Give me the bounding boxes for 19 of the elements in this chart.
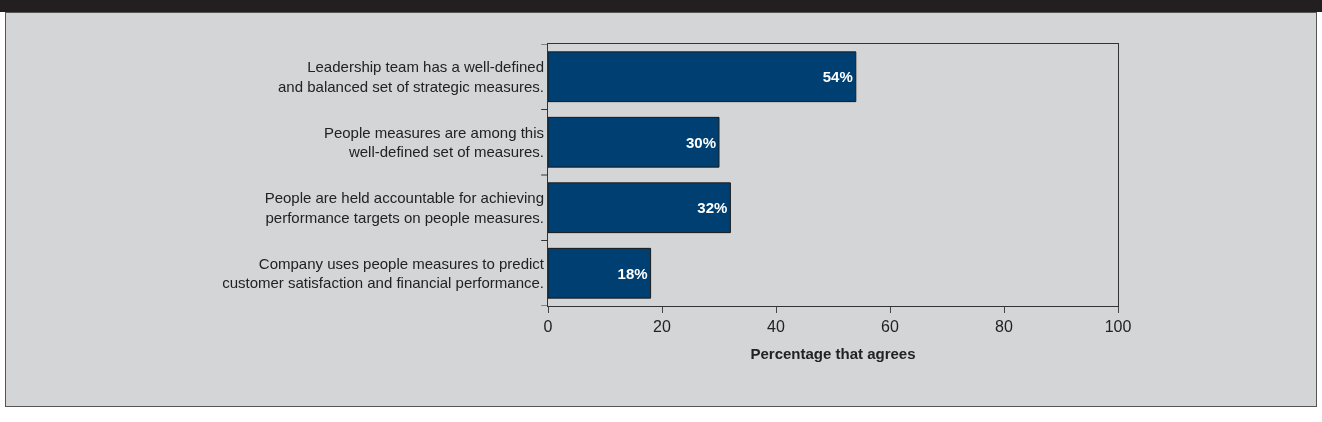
bar (548, 247, 652, 299)
x-tick-label: 60 (881, 318, 899, 336)
bar (548, 51, 857, 103)
bar (548, 116, 720, 168)
data-label: 18% (617, 264, 648, 282)
x-tick-label: 80 (995, 318, 1013, 336)
data-label: 32% (697, 199, 728, 217)
y-tick-label: Leadership team has a well-defined and balanced set of strategic measures. (278, 58, 544, 95)
x-tick-label: 100 (1104, 318, 1132, 336)
x-axis-title: Percentage that agrees (750, 345, 916, 363)
x-tick-label: 40 (767, 318, 785, 336)
data-label: 30% (685, 133, 716, 151)
x-tick-label: 20 (653, 318, 671, 336)
data-label: 54% (822, 68, 853, 86)
y-tick-label: People measures are among this well-defined set of measures. (323, 123, 544, 161)
y-tick-label: Company uses people measures to predict customer satisfaction and financial performance. (222, 254, 545, 292)
x-tick-label: 0 (543, 318, 553, 336)
bar (548, 182, 731, 234)
y-tick-label: People are held accountable for achieving performance targets on people measures. (264, 189, 544, 226)
